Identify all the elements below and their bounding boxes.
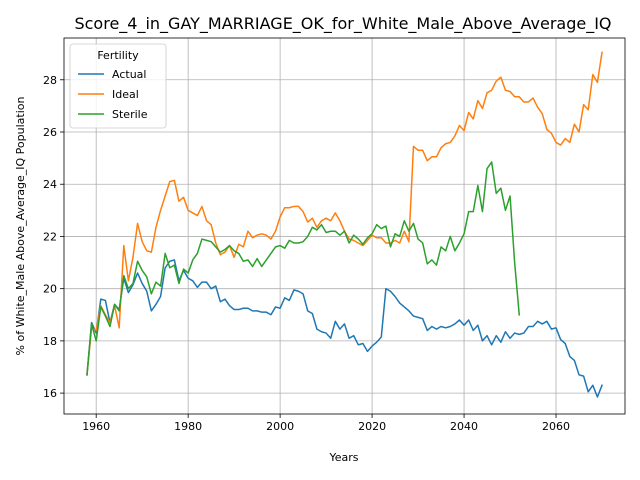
x-tick-label: 2060 bbox=[542, 420, 570, 433]
x-tick-label: 2000 bbox=[266, 420, 294, 433]
y-tick-label: 26 bbox=[43, 126, 57, 139]
data-series bbox=[86, 51, 603, 398]
plot-frame bbox=[63, 37, 626, 415]
x-tick-label: 1960 bbox=[82, 420, 110, 433]
x-tick-label: 1980 bbox=[174, 420, 202, 433]
x-axis-ticks: 1960 1980 2000 2020 2040 2060 bbox=[82, 414, 570, 433]
legend-box bbox=[69, 43, 167, 129]
legend-label-sterile: Sterile bbox=[112, 108, 148, 121]
y-axis-ticks: 16 18 20 22 24 26 28 bbox=[43, 74, 64, 400]
y-tick-label: 18 bbox=[43, 335, 57, 348]
x-axis-label: Years bbox=[328, 451, 358, 464]
x-tick-label: 2020 bbox=[358, 420, 386, 433]
chart-title: Score_4_in_GAY_MARRIAGE_OK_for_White_Mal… bbox=[74, 14, 611, 34]
series-line-sterile bbox=[86, 161, 521, 376]
legend-label-ideal: Ideal bbox=[112, 88, 139, 101]
y-tick-label: 16 bbox=[43, 387, 57, 400]
y-tick-label: 20 bbox=[43, 283, 57, 296]
y-tick-label: 24 bbox=[43, 178, 57, 191]
series-line-actual bbox=[86, 259, 603, 398]
grid-lines bbox=[64, 38, 625, 414]
legend-title: Fertility bbox=[97, 49, 139, 62]
y-axis-label: % of White_Male Above_Average_IQ Populat… bbox=[14, 96, 27, 355]
y-tick-label: 28 bbox=[43, 74, 57, 87]
x-tick-label: 2040 bbox=[450, 420, 478, 433]
legend: Fertility Actual Ideal Sterile bbox=[69, 43, 167, 129]
legend-label-actual: Actual bbox=[112, 68, 146, 81]
y-tick-label: 22 bbox=[43, 230, 57, 243]
